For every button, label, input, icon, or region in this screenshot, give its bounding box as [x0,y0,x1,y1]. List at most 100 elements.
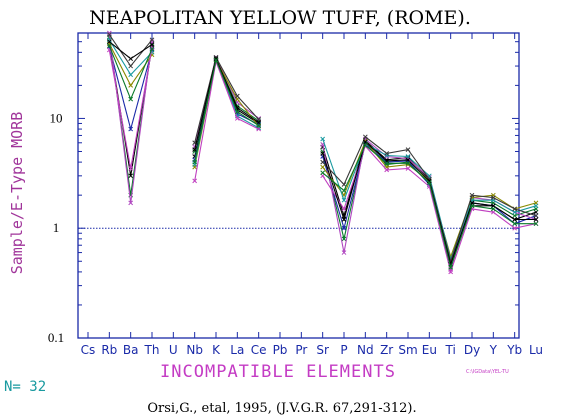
data-point [106,43,112,49]
data-point [106,32,112,37]
plot-area: 0.1 1 10 Cs Rb Ba Th U Nb K La Ce Pb Pr Sr P Nd Zr Sm Eu Ti D… [48,30,543,357]
y-tick-label: 10 [50,110,63,125]
data-point [128,173,134,179]
x-tick-label: Cs [81,343,96,357]
y-axis-label: Sample/E-Type MORB [8,112,26,275]
x-tick-label: U [169,343,178,357]
data-point [192,159,198,165]
data-point [469,203,475,209]
data-point [320,151,326,156]
data-point [128,72,134,78]
data-point [320,164,326,170]
data-point [234,116,240,121]
x-tick-label: K [212,343,221,357]
data-point [128,63,134,69]
x-tick-label: Sr [316,343,329,357]
x-tick-label: Zr [380,343,393,357]
data-point [448,269,454,275]
x-tick-label: Nb [186,343,203,357]
data-point [213,57,219,63]
series-line [108,39,537,262]
x-tick-label: Dy [464,343,480,357]
data-point [405,157,411,163]
sample-count: N= 32 [4,379,46,395]
data-point [341,182,347,187]
x-tick-label: Eu [422,343,437,357]
data-point [512,221,518,227]
data-point [149,37,155,43]
x-tick-label: Ce [251,343,267,357]
data-point [341,217,347,222]
data-point [384,151,390,156]
series-2 [106,34,539,269]
x-tick-label: Rb [101,343,117,357]
data-point [192,178,198,184]
series-5 [106,41,539,260]
series-line [108,43,537,259]
data-point [256,126,262,132]
data-point [448,265,454,270]
citation: Orsi,G., etal, 1995, (J.V.G.R. 67,291-31… [147,401,416,416]
data-point [106,37,112,43]
data-point [106,30,112,36]
data-point [128,126,134,132]
data-point [341,206,347,212]
data-point [256,123,262,128]
data-point [362,134,368,140]
data-point [469,192,475,198]
series-7 [106,45,539,275]
data-point [320,170,326,176]
chart-title: NEAPOLITAN YELLOW TUFF, (ROME). [89,7,471,29]
data-point [384,167,390,173]
data-point [320,136,326,142]
plot-frame [77,32,520,339]
data-point [405,160,411,166]
x-tick-label: Y [489,343,498,357]
data-point [128,200,134,206]
data-point [426,176,432,182]
series-9 [106,39,539,267]
data-point [320,159,326,165]
data-point [234,109,240,115]
data-point [341,250,347,255]
data-point [128,83,134,88]
data-point [149,46,155,52]
x-tick-label: Lu [529,343,543,357]
data-point [341,197,347,203]
data-point [533,203,539,209]
data-point [490,206,496,212]
data-point [490,195,496,200]
data-point [128,56,134,62]
data-point [533,213,539,219]
data-point [362,142,368,148]
x-tick-label: Sm [398,343,417,357]
data-point [128,166,134,171]
series-line [108,47,537,274]
data-point [384,160,390,166]
data-point [512,217,518,222]
x-tick-label: Ba [123,343,139,357]
data-point [405,147,411,152]
y-tick-label: 0.1 [48,330,64,345]
x-axis-label: INCOMPATIBLE ELEMENTS [160,362,396,382]
data-point [234,93,240,99]
data-point [192,147,198,152]
data-point [405,166,411,171]
x-tick-label: Th [144,343,160,357]
y-tick-label: 1 [53,220,60,235]
data-point [341,225,347,231]
file-note: C:\IGData\YEL-TU [466,369,509,375]
x-tick-label: Nd [357,343,374,357]
x-tick-label: La [230,343,244,357]
data-point [128,96,134,102]
data-point [341,188,347,193]
x-tick-label: Ti [445,343,456,357]
data-point [149,42,155,47]
data-point [512,213,518,219]
data-point [341,236,347,242]
data-point [512,225,518,231]
series-8 [106,32,539,264]
data-point [512,206,518,212]
x-tick-label: Yb [506,343,522,357]
